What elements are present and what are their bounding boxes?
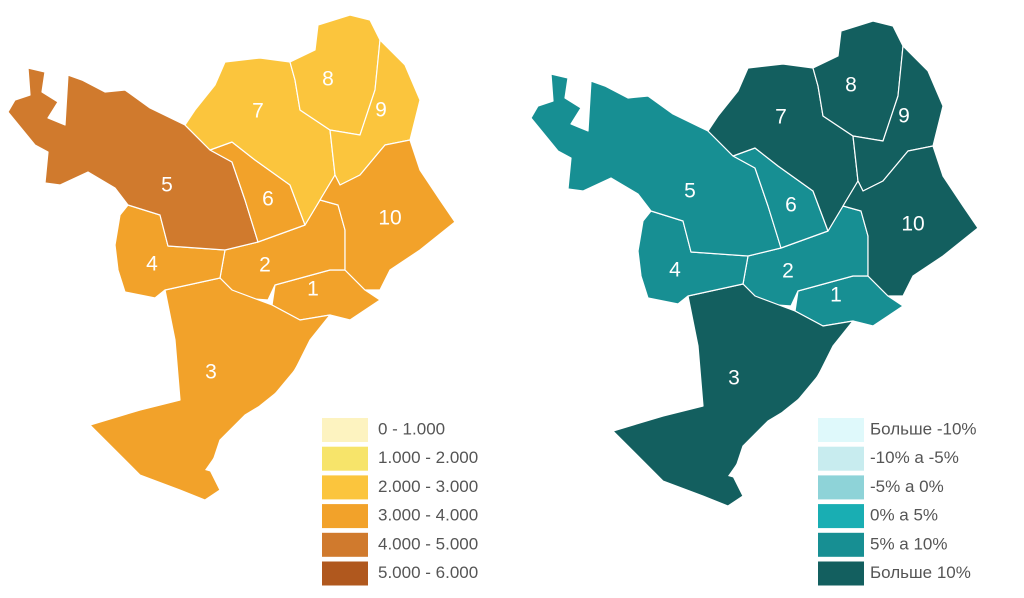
legend-label: 5.000 - 6.000 xyxy=(378,563,478,582)
district-label: 7 xyxy=(252,100,264,123)
legend-label: 0 - 1.000 xyxy=(378,419,445,438)
legend-swatch xyxy=(322,532,368,557)
legend-label: 3.000 - 4.000 xyxy=(378,506,478,525)
district-label: 5 xyxy=(684,180,696,203)
district-label: 6 xyxy=(262,188,274,211)
port-cutout xyxy=(728,321,853,478)
legend-label: Больше -10% xyxy=(870,419,977,438)
legend-label: 2.000 - 3.000 xyxy=(378,477,478,496)
legend: Больше -10% -10% а -5% -5% а 0% 0% а 5% 5% а… xyxy=(818,418,977,586)
district xyxy=(842,145,979,297)
district xyxy=(530,73,782,257)
district-label: 1 xyxy=(307,278,319,301)
district-label: 7 xyxy=(775,106,787,129)
map: 1 2 3 4 5 6 7 8 9 10 xyxy=(7,14,456,501)
legend-label: 1.000 - 2.000 xyxy=(378,448,478,467)
district-label: 4 xyxy=(146,253,158,276)
district-label: 2 xyxy=(259,254,271,277)
district-label: 6 xyxy=(785,194,797,217)
district-label: 5 xyxy=(161,174,173,197)
district-label: 10 xyxy=(378,207,401,230)
district-label: 3 xyxy=(728,367,740,390)
district xyxy=(319,139,456,291)
legend-swatch xyxy=(322,418,368,442)
district-label: 9 xyxy=(375,99,387,122)
legend-label: -10% а -5% xyxy=(870,448,959,467)
district xyxy=(89,277,331,501)
legend-swatch xyxy=(322,561,368,586)
district-label: 8 xyxy=(322,68,334,91)
district-label: 9 xyxy=(898,105,910,128)
legend-swatch xyxy=(322,504,368,529)
legend-label: 4.000 - 5.000 xyxy=(378,534,478,553)
district-label: 10 xyxy=(901,213,924,236)
legend-swatch xyxy=(818,418,864,442)
district-label: 1 xyxy=(830,284,842,307)
district-label: 3 xyxy=(205,361,217,384)
legend-swatch xyxy=(818,532,864,557)
port-cutout xyxy=(205,315,330,472)
district-label: 4 xyxy=(669,259,681,282)
legend-label: -5% а 0% xyxy=(870,477,944,496)
map: 1 2 3 4 5 6 7 8 9 10 xyxy=(530,20,979,507)
legend-swatch xyxy=(818,446,864,471)
district-label: 2 xyxy=(782,260,794,283)
district xyxy=(612,283,854,507)
legend-swatch xyxy=(818,475,864,500)
district xyxy=(7,67,259,251)
legend-swatch xyxy=(322,475,368,500)
legend: 0 - 1.000 1.000 - 2.000 2.000 - 3.000 3.000… xyxy=(322,418,478,586)
district-label: 8 xyxy=(845,74,857,97)
legend-swatch xyxy=(322,446,368,471)
legend-swatch xyxy=(818,561,864,586)
legend-label: 0% а 5% xyxy=(870,506,938,525)
legend-swatch xyxy=(818,504,864,529)
legend-label: Больше 10% xyxy=(870,563,971,582)
legend-label: 5% а 10% xyxy=(870,534,948,553)
